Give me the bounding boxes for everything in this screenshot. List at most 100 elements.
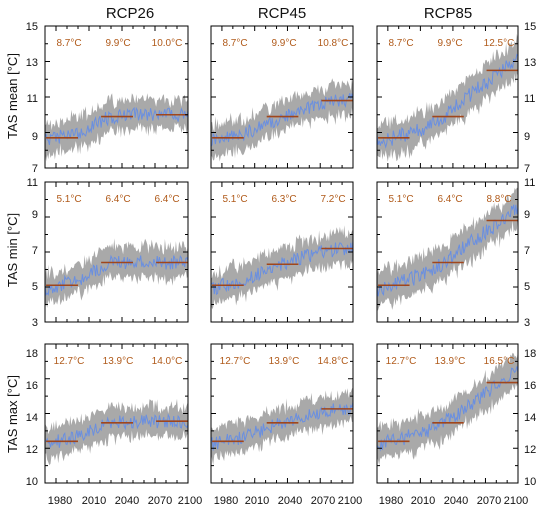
y-tick-label: 14 bbox=[26, 412, 38, 424]
ensemble-range-band bbox=[45, 93, 188, 162]
period-mean-label: 8.7°C bbox=[56, 38, 81, 49]
panels: 8.7°C 9.9°C 10.0°C 8.7°C 9.9°C 10.8°C 8.7°C 9.9… bbox=[44, 25, 519, 484]
period-mean-label: 8.7°C bbox=[388, 38, 413, 49]
period-mean-label: 8.7°C bbox=[222, 38, 247, 49]
y-tick-label: 13 bbox=[524, 57, 536, 69]
x-ticks-col-3: 1980 2010 2040 2070 2100 bbox=[379, 495, 528, 507]
y-tick-label: 11 bbox=[27, 93, 38, 105]
row-label-tas-mean: TAS mean [°C] bbox=[5, 53, 20, 139]
y-tick-label: 16 bbox=[524, 380, 536, 392]
y-tick-label: 14 bbox=[524, 412, 536, 424]
y-ticks-left-row-2: 3 5 7 9 11 bbox=[27, 177, 38, 329]
ensemble-range-band bbox=[45, 398, 188, 466]
y-tick-label: 7 bbox=[32, 163, 38, 175]
panel-rcp45-row-1: 8.7°C 9.9°C 10.8°C bbox=[210, 25, 354, 169]
period-mean-label: 13.9°C bbox=[435, 356, 466, 367]
y-tick-label: 9 bbox=[524, 209, 530, 221]
x-tick-label: 2010 bbox=[82, 495, 106, 507]
ensemble-range-band bbox=[377, 187, 518, 311]
annual-series-line bbox=[210, 240, 354, 296]
y-tick-label: 18 bbox=[26, 348, 38, 360]
period-mean-label: 5.1°C bbox=[56, 194, 81, 205]
ensemble-range-band bbox=[377, 350, 518, 466]
x-tick-label: 2010 bbox=[245, 495, 269, 507]
column-title-rcp45: RCP45 bbox=[258, 5, 306, 22]
annual-series-line bbox=[44, 106, 189, 146]
y-tick-label: 12 bbox=[26, 444, 38, 456]
y-tick-label: 11 bbox=[524, 93, 535, 105]
column-title-rcp26: RCP26 bbox=[106, 5, 154, 22]
row-label-tas-min: TAS min [°C] bbox=[5, 213, 20, 287]
y-tick-label: 16 bbox=[26, 380, 38, 392]
annual-series-line bbox=[210, 402, 354, 451]
period-mean-label: 14.0°C bbox=[152, 356, 183, 367]
x-tick-label: 2100 bbox=[504, 495, 528, 507]
period-mean-label: 12.5°C bbox=[484, 38, 515, 49]
y-tick-label: 7 bbox=[524, 245, 530, 257]
panel-rcp45-row-3: 12.7°C 13.9°C 14.8°C bbox=[210, 343, 354, 484]
y-ticks-right-row-3: 10 12 14 16 18 bbox=[524, 348, 536, 488]
y-tick-label: 3 bbox=[32, 317, 38, 329]
y-tick-label: 9 bbox=[524, 131, 530, 143]
x-tick-label: 2040 bbox=[444, 495, 468, 507]
x-tick-label: 2100 bbox=[178, 495, 202, 507]
y-ticks-left-row-1: 7 9 11 13 15 bbox=[26, 21, 38, 175]
y-tick-label: 11 bbox=[27, 177, 38, 189]
period-mean-label: 9.9°C bbox=[105, 38, 130, 49]
y-tick-label: 15 bbox=[524, 21, 536, 33]
x-tick-label: 2070 bbox=[477, 495, 501, 507]
x-tick-label: 1980 bbox=[214, 495, 238, 507]
y-tick-label: 7 bbox=[524, 163, 530, 175]
period-mean-label: 10.0°C bbox=[152, 38, 183, 49]
column-title-rcp85: RCP85 bbox=[424, 5, 472, 22]
period-mean-label: 14.8°C bbox=[318, 356, 349, 367]
panel-rcp85-row-3: 12.7°C 13.9°C 16.5°C bbox=[376, 343, 519, 484]
y-tick-label: 12 bbox=[524, 444, 536, 456]
period-mean-label: 9.9°C bbox=[437, 38, 462, 49]
x-tick-label: 1980 bbox=[379, 495, 403, 507]
y-tick-label: 13 bbox=[26, 57, 38, 69]
y-tick-label: 11 bbox=[524, 177, 535, 189]
panel-rcp85-row-1: 8.7°C 9.9°C 12.5°C bbox=[376, 25, 519, 169]
period-mean-label: 13.9°C bbox=[103, 356, 134, 367]
x-ticks-col-1: 1980 2010 2040 2070 2100 bbox=[48, 495, 202, 507]
y-tick-label: 5 bbox=[524, 281, 530, 293]
x-tick-label: 2100 bbox=[338, 495, 362, 507]
y-ticks-right-row-2: 3 5 7 9 11 bbox=[524, 177, 535, 329]
period-mean-label: 13.9°C bbox=[269, 356, 300, 367]
panel-rcp45-row-2: 5.1°C 6.3°C 7.2°C bbox=[210, 181, 354, 323]
y-tick-label: 18 bbox=[524, 348, 536, 360]
ensemble-range-band bbox=[45, 238, 188, 310]
panel-rcp26-row-1: 8.7°C 9.9°C 10.0°C bbox=[44, 25, 189, 169]
period-mean-label: 12.7°C bbox=[54, 356, 85, 367]
period-mean-label: 12.7°C bbox=[386, 356, 417, 367]
x-tick-label: 2010 bbox=[411, 495, 435, 507]
x-tick-label: 2040 bbox=[115, 495, 139, 507]
panel-rcp26-row-2: 5.1°C 6.4°C 6.4°C bbox=[44, 181, 189, 323]
x-tick-label: 1980 bbox=[48, 495, 72, 507]
period-mean-label: 5.1°C bbox=[388, 194, 413, 205]
y-tick-label: 15 bbox=[26, 21, 38, 33]
x-tick-label: 2070 bbox=[148, 495, 172, 507]
y-tick-label: 9 bbox=[32, 131, 38, 143]
y-tick-label: 10 bbox=[26, 476, 38, 488]
period-mean-label: 8.8°C bbox=[486, 194, 511, 205]
period-mean-label: 12.7°C bbox=[220, 356, 251, 367]
y-ticks-right-row-1: 7 9 11 13 15 bbox=[524, 21, 536, 175]
period-mean-label: 10.8°C bbox=[318, 38, 349, 49]
x-tick-label: 2040 bbox=[278, 495, 302, 507]
y-tick-label: 9 bbox=[32, 209, 38, 221]
period-mean-label: 6.3°C bbox=[271, 194, 296, 205]
period-mean-label: 5.1°C bbox=[222, 194, 247, 205]
period-mean-label: 6.4°C bbox=[437, 194, 462, 205]
x-ticks-col-2: 1980 2010 2040 2070 2100 bbox=[214, 495, 362, 507]
y-tick-label: 5 bbox=[32, 281, 38, 293]
row-label-tas-max: TAS max [°C] bbox=[5, 375, 20, 453]
annual-series-line bbox=[44, 254, 189, 297]
y-tick-label: 10 bbox=[524, 476, 536, 488]
period-mean-label: 6.4°C bbox=[154, 194, 179, 205]
ensemble-range-band bbox=[211, 78, 353, 162]
y-tick-label: 7 bbox=[32, 245, 38, 257]
ensemble-range-band bbox=[211, 225, 353, 310]
